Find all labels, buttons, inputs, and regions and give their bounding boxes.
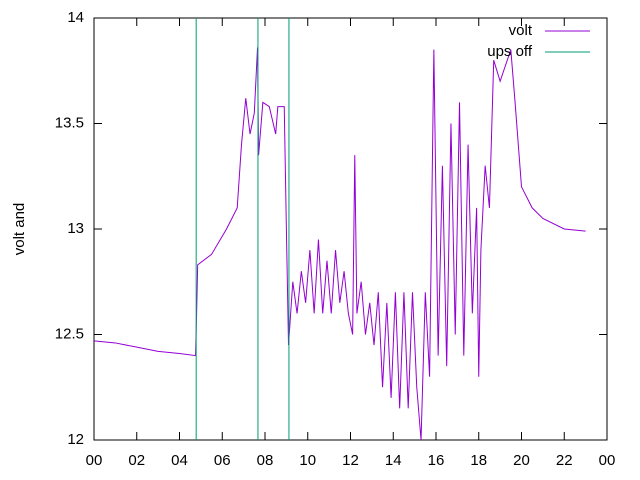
- x-tick-label: 16: [428, 452, 445, 469]
- plot-frame: [93, 17, 608, 441]
- x-tick-label: 04: [171, 452, 188, 469]
- y-tick-label: 13: [67, 220, 84, 237]
- x-tick-label: 08: [257, 452, 274, 469]
- x-tick-label: 02: [128, 452, 145, 469]
- legend-label: volt: [509, 22, 533, 39]
- x-tick-label: 06: [214, 452, 231, 469]
- x-tick-label: 12: [342, 452, 359, 469]
- y-tick-label: 12.5: [55, 325, 84, 342]
- x-tick-label: 14: [385, 452, 402, 469]
- x-tick-label: 22: [556, 452, 573, 469]
- y-axis-label: volt and: [11, 203, 28, 256]
- x-tick-label: 20: [513, 452, 530, 469]
- y-tick-label: 14: [67, 9, 84, 26]
- x-tick-label: 00: [86, 452, 103, 469]
- x-tick-label: 18: [470, 452, 487, 469]
- x-tick-label: 00: [599, 452, 616, 469]
- y-tick-label: 13.5: [55, 114, 84, 131]
- x-tick-label: 10: [299, 452, 316, 469]
- line-series: [93, 47, 586, 441]
- y-tick-label: 12: [67, 431, 84, 448]
- legend-label: ups off: [487, 43, 533, 60]
